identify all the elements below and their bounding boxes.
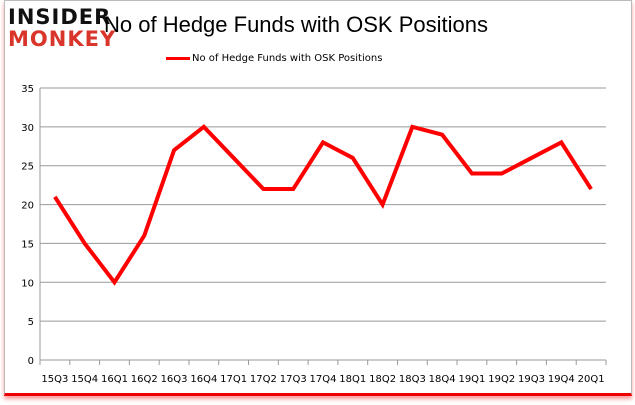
x-tick-label: 17Q4	[310, 374, 337, 385]
y-tick-label: 25	[21, 162, 34, 173]
x-tick-label: 16Q3	[161, 374, 188, 385]
x-tick-label: 19Q4	[548, 374, 575, 385]
x-tick-label: 19Q1	[458, 374, 485, 385]
x-tick-label: 18Q3	[399, 374, 426, 385]
x-tick-label: 19Q3	[518, 374, 545, 385]
y-tick-label: 30	[21, 123, 34, 134]
x-tick-label: 16Q1	[101, 374, 128, 385]
x-tick-label: 17Q3	[280, 374, 307, 385]
y-tick-label: 5	[28, 317, 34, 328]
x-tick-label: 19Q2	[488, 374, 515, 385]
x-tick-label: 17Q2	[250, 374, 277, 385]
x-tick-label: 15Q3	[41, 374, 68, 385]
legend-label: No of Hedge Funds with OSK Positions	[192, 53, 383, 64]
x-tick-label: 18Q4	[429, 374, 456, 385]
x-tick-label: 18Q2	[369, 374, 396, 385]
chart-title: No of Hedge Funds with OSK Positions	[104, 12, 488, 37]
chart-frame	[4, 0, 632, 396]
x-tick-label: 20Q1	[578, 374, 605, 385]
x-tick-label: 16Q4	[190, 374, 217, 385]
y-tick-label: 15	[21, 239, 34, 250]
y-tick-label: 0	[28, 356, 34, 367]
legend: No of Hedge Funds with OSK Positions	[166, 53, 382, 64]
x-tick-label: 18Q1	[339, 374, 366, 385]
y-tick-label: 35	[21, 84, 34, 95]
y-tick-label: 10	[21, 278, 34, 289]
x-tick-label: 16Q2	[131, 374, 158, 385]
legend-swatch	[166, 57, 190, 60]
x-tick-label: 15Q4	[71, 374, 98, 385]
insider-monkey-logo: INSIDER MONKEY	[8, 5, 117, 51]
x-tick-label: 17Q1	[220, 374, 247, 385]
y-tick-label: 20	[21, 201, 34, 212]
